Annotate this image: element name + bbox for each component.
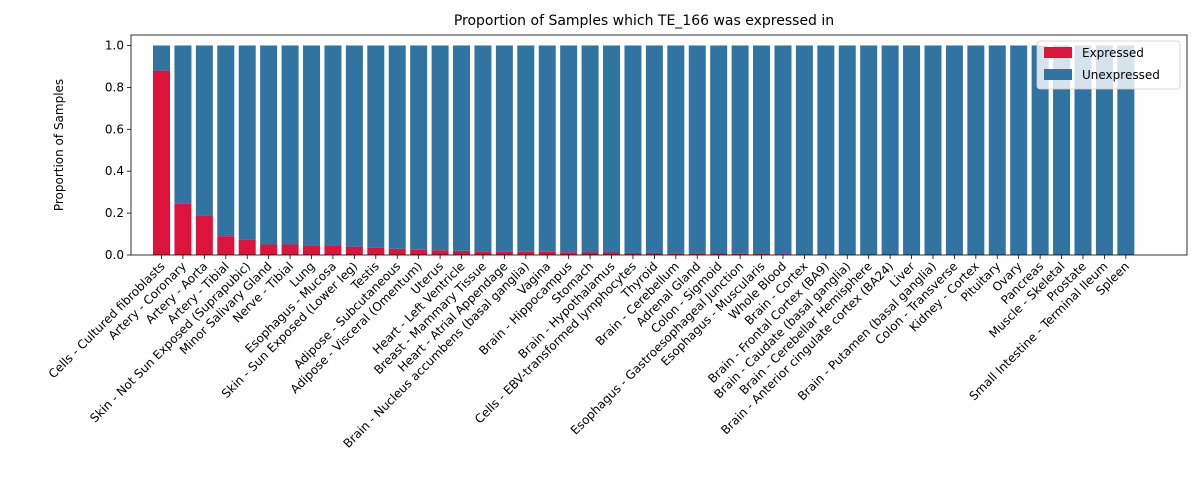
legend-swatch-unexpressed — [1044, 69, 1072, 80]
bar-expressed-brain-nucleus-accumbens-basal-ganglia — [517, 251, 535, 255]
bar-unexpressed-brain-cortex — [795, 45, 813, 256]
y-tick-label: 1.0 — [105, 38, 124, 52]
bar-unexpressed-adipose-subcutaneous — [388, 45, 406, 249]
bar-unexpressed-brain-frontal-cortex-ba9 — [817, 45, 835, 256]
bar-expressed-brain-hippocampus — [560, 252, 578, 255]
bar-unexpressed-brain-nucleus-accumbens-basal-ganglia — [517, 45, 535, 252]
bar-expressed-skin-sun-exposed-lower-leg — [345, 246, 363, 255]
bar-expressed-lung — [303, 245, 321, 255]
bars-group — [153, 45, 1135, 256]
bar-expressed-vagina — [538, 251, 556, 255]
bar-expressed-skin-not-sun-exposed-suprapubic — [238, 239, 256, 255]
bar-expressed-breast-mammary-tissue — [474, 251, 492, 255]
bar-unexpressed-brain-anterior-cingulate-cortex-ba24 — [881, 45, 899, 256]
bar-unexpressed-adrenal-gland — [688, 45, 706, 254]
bar-unexpressed-cells-ebv-transformed-lymphocytes — [624, 45, 642, 253]
bar-unexpressed-pancreas — [1031, 45, 1049, 256]
bar-unexpressed-skin-not-sun-exposed-suprapubic — [238, 45, 256, 240]
bar-unexpressed-thyroid — [645, 45, 663, 253]
bar-expressed-minor-salivary-gland — [260, 244, 278, 255]
bar-unexpressed-colon-sigmoid — [710, 45, 728, 254]
bar-unexpressed-colon-transverse — [945, 45, 963, 256]
bar-expressed-nerve-tibial — [281, 244, 299, 255]
bar-expressed-adipose-subcutaneous — [388, 248, 406, 255]
y-tick-label: 0.0 — [105, 248, 124, 262]
bar-expressed-colon-sigmoid — [710, 253, 728, 255]
bar-unexpressed-breast-mammary-tissue — [474, 45, 492, 252]
legend: Expressed Unexpressed — [1036, 40, 1181, 90]
bar-expressed-whole-blood — [774, 254, 792, 255]
plot-frame — [130, 34, 1188, 256]
bar-unexpressed-small-intestine-terminal-ileum — [1095, 45, 1113, 256]
bar-expressed-adrenal-gland — [688, 253, 706, 255]
bar-unexpressed-muscle-skeletal — [1053, 45, 1071, 256]
bar-expressed-cells-ebv-transformed-lymphocytes — [624, 252, 642, 255]
y-tick-label: 0.6 — [105, 122, 124, 136]
bar-unexpressed-testis — [367, 45, 385, 248]
legend-label-expressed: Expressed — [1082, 46, 1144, 60]
bar-unexpressed-brain-hypothalamus — [603, 45, 621, 253]
bar-expressed-brain-cerebellum — [667, 253, 685, 255]
bar-unexpressed-stomach — [581, 45, 599, 253]
bar-unexpressed-adipose-visceral-omentum — [410, 45, 428, 250]
bar-unexpressed-whole-blood — [774, 45, 792, 255]
bar-unexpressed-heart-atrial-appendage — [495, 45, 513, 252]
bar-unexpressed-nerve-tibial — [281, 45, 299, 245]
bar-unexpressed-kidney-cortex — [967, 45, 985, 256]
bar-unexpressed-brain-cerebellum — [667, 45, 685, 254]
y-axis: 0.0 0.2 0.4 0.6 0.8 1.0 — [105, 38, 131, 262]
bar-unexpressed-artery-aorta — [195, 45, 213, 216]
bar-expressed-artery-coronary — [174, 203, 192, 255]
chart-title: Proportion of Samples which TE_166 was e… — [454, 13, 834, 29]
bar-unexpressed-esophagus-gastroesophageal-junction — [731, 45, 749, 254]
bar-unexpressed-brain-putamen-basal-ganglia — [924, 45, 942, 256]
bar-unexpressed-lung — [303, 45, 321, 246]
bar-unexpressed-uterus — [431, 45, 449, 251]
bar-expressed-heart-left-ventricle — [453, 250, 471, 255]
bar-unexpressed-spleen — [1117, 45, 1135, 256]
y-axis-label: Proportion of Samples — [52, 79, 66, 211]
bar-expressed-esophagus-mucosa — [324, 245, 342, 255]
bar-expressed-stomach — [581, 252, 599, 255]
bar-expressed-artery-aorta — [195, 215, 213, 255]
bar-unexpressed-brain-cerebellar-hemisphere — [860, 45, 878, 256]
legend-label-unexpressed: Unexpressed — [1082, 68, 1160, 82]
bar-unexpressed-cells-cultured-fibroblasts — [153, 45, 170, 71]
bar-unexpressed-ovary — [1010, 45, 1028, 256]
bar-unexpressed-prostate — [1074, 45, 1092, 256]
bar-unexpressed-artery-tibial — [217, 45, 235, 237]
y-tick-label: 0.2 — [105, 206, 124, 220]
bar-expressed-heart-atrial-appendage — [495, 251, 513, 255]
bar-unexpressed-heart-left-ventricle — [453, 45, 471, 251]
bar-unexpressed-pituitary — [988, 45, 1006, 256]
bar-expressed-esophagus-muscularis — [753, 253, 771, 255]
bar-unexpressed-vagina — [538, 45, 556, 252]
y-tick-label: 0.4 — [105, 164, 124, 178]
bar-expressed-adipose-visceral-omentum — [410, 249, 428, 255]
y-tick-label: 0.8 — [105, 80, 124, 94]
bar-unexpressed-skin-sun-exposed-lower-leg — [345, 45, 363, 247]
bar-expressed-esophagus-gastroesophageal-junction — [731, 253, 749, 255]
bar-unexpressed-esophagus-muscularis — [753, 45, 771, 254]
bar-unexpressed-esophagus-mucosa — [324, 45, 342, 246]
bar-expressed-testis — [367, 247, 385, 255]
bar-unexpressed-artery-coronary — [174, 45, 192, 204]
bar-unexpressed-liver — [903, 45, 921, 256]
legend-box — [1036, 40, 1181, 90]
legend-swatch-expressed — [1044, 47, 1072, 58]
bar-unexpressed-brain-hippocampus — [560, 45, 578, 253]
bar-unexpressed-minor-salivary-gland — [260, 45, 278, 245]
bar-unexpressed-brain-caudate-basal-ganglia — [838, 45, 856, 256]
bar-expressed-thyroid — [645, 252, 663, 255]
bar-expressed-cells-cultured-fibroblasts — [153, 70, 170, 256]
bar-expressed-brain-hypothalamus — [603, 252, 621, 255]
bar-expressed-artery-tibial — [217, 236, 235, 255]
bar-expressed-uterus — [431, 250, 449, 255]
